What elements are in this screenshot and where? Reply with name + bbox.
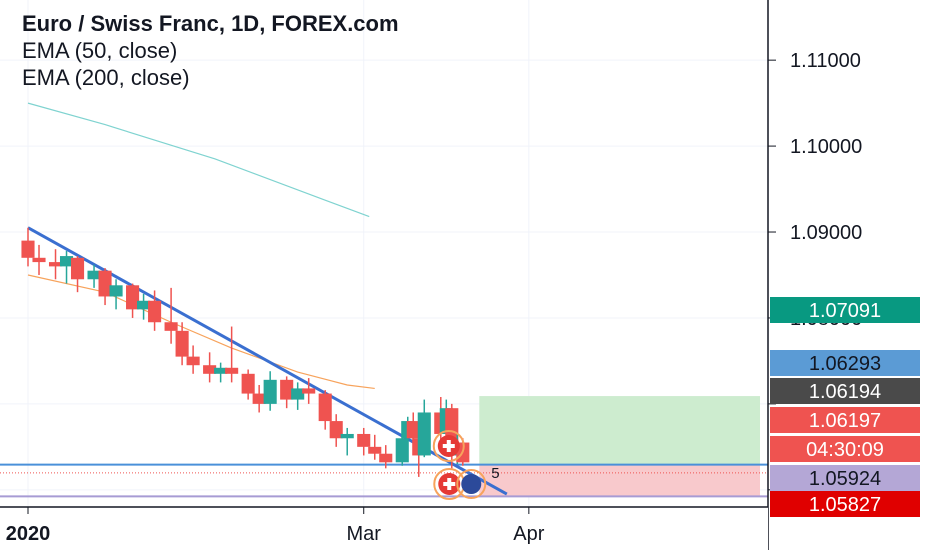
- ema-50-line: [27, 274, 375, 390]
- event-flag-icon-extra-1: [461, 474, 482, 494]
- event-cross-v-0: [446, 440, 451, 452]
- candle-body-33: [417, 412, 431, 456]
- legend: Euro / Swiss Franc, 1D, FOREX.com EMA (5…: [22, 10, 399, 91]
- candle-body-10: [148, 300, 162, 323]
- symbol-title[interactable]: Euro / Swiss Franc, 1D, FOREX.com: [22, 11, 399, 36]
- event-markers: 5: [432, 430, 500, 500]
- candle-body-24: [329, 421, 343, 439]
- profit-zone: [479, 396, 760, 465]
- price-label-bg-3: [770, 407, 920, 433]
- price-label-bg-2: [770, 378, 920, 404]
- candles: [21, 227, 470, 477]
- candle-body-21: [291, 388, 305, 400]
- indicator-ema200-label[interactable]: EMA (200, close): [22, 65, 190, 90]
- candle-body-6: [98, 270, 112, 297]
- event-count-label-1: 5: [491, 465, 499, 482]
- loss-zone: [479, 464, 760, 497]
- candle-body-31: [406, 421, 420, 439]
- candle-body-28: [379, 453, 393, 463]
- candle-body-12: [175, 330, 189, 357]
- candle-body-13: [186, 356, 200, 366]
- event-cross-v-1: [447, 478, 452, 490]
- price-label-2: 1.06194: [809, 381, 881, 403]
- event-ring-extra-1: [456, 469, 487, 499]
- price-label-bg-1: [770, 350, 920, 376]
- indicator-ema50-label[interactable]: EMA (50, close): [22, 38, 178, 63]
- x-tick-label-2: Apr: [513, 523, 544, 545]
- x-tick-label-1: Mar: [347, 523, 382, 545]
- price-label-bg-5: [770, 491, 920, 517]
- y-tick-label-1: 1.10000: [790, 136, 862, 158]
- candle-body-17: [241, 373, 255, 394]
- candle-body-27: [368, 446, 382, 454]
- candle-body-23: [318, 393, 332, 422]
- candle-body-19: [263, 379, 277, 404]
- position-zones: [479, 396, 760, 497]
- candle-body-16: [225, 367, 239, 374]
- candle-body-14: [203, 365, 217, 374]
- price-label-bg-0: [770, 297, 920, 323]
- candle-body-29: [395, 438, 409, 463]
- countdown-bg: [770, 436, 920, 462]
- ema-200-line: [27, 102, 370, 218]
- candle-body-25: [340, 433, 354, 439]
- time-axis-panel: [0, 507, 768, 550]
- price-label-3: 1.06197: [809, 410, 881, 432]
- candle-body-8: [126, 285, 140, 310]
- candle-body-18: [252, 393, 266, 404]
- grid: [0, 0, 768, 507]
- y-tick-label-2: 1.09000: [790, 222, 862, 244]
- y-tick-label-0: 1.11000: [790, 50, 861, 72]
- price-label-4: 1.05924: [809, 468, 881, 490]
- price-label-1: 1.06293: [809, 353, 881, 375]
- event-ring-0: [432, 430, 465, 462]
- candle-body-3: [59, 256, 74, 267]
- price-label-bg-4: [770, 465, 920, 491]
- candle-body-9: [137, 300, 151, 310]
- candle-body-7: [109, 285, 123, 297]
- price-label-5: 1.05827: [809, 494, 881, 516]
- candle-body-22: [302, 388, 316, 394]
- candle-body-5: [87, 270, 101, 280]
- candle-body-1: [32, 257, 46, 263]
- candle-body-2: [48, 262, 63, 267]
- countdown-label: 04:30:09: [806, 439, 884, 461]
- candle-body-15: [214, 367, 228, 374]
- candle-body-4: [70, 257, 85, 280]
- candle-body-26: [357, 433, 371, 447]
- candle-body-0: [21, 240, 35, 258]
- candle-body-20: [280, 379, 294, 400]
- x-tick-label-0: 2020: [6, 523, 51, 545]
- candle-body-11: [164, 322, 178, 331]
- price-label-0: 1.07091: [809, 300, 881, 322]
